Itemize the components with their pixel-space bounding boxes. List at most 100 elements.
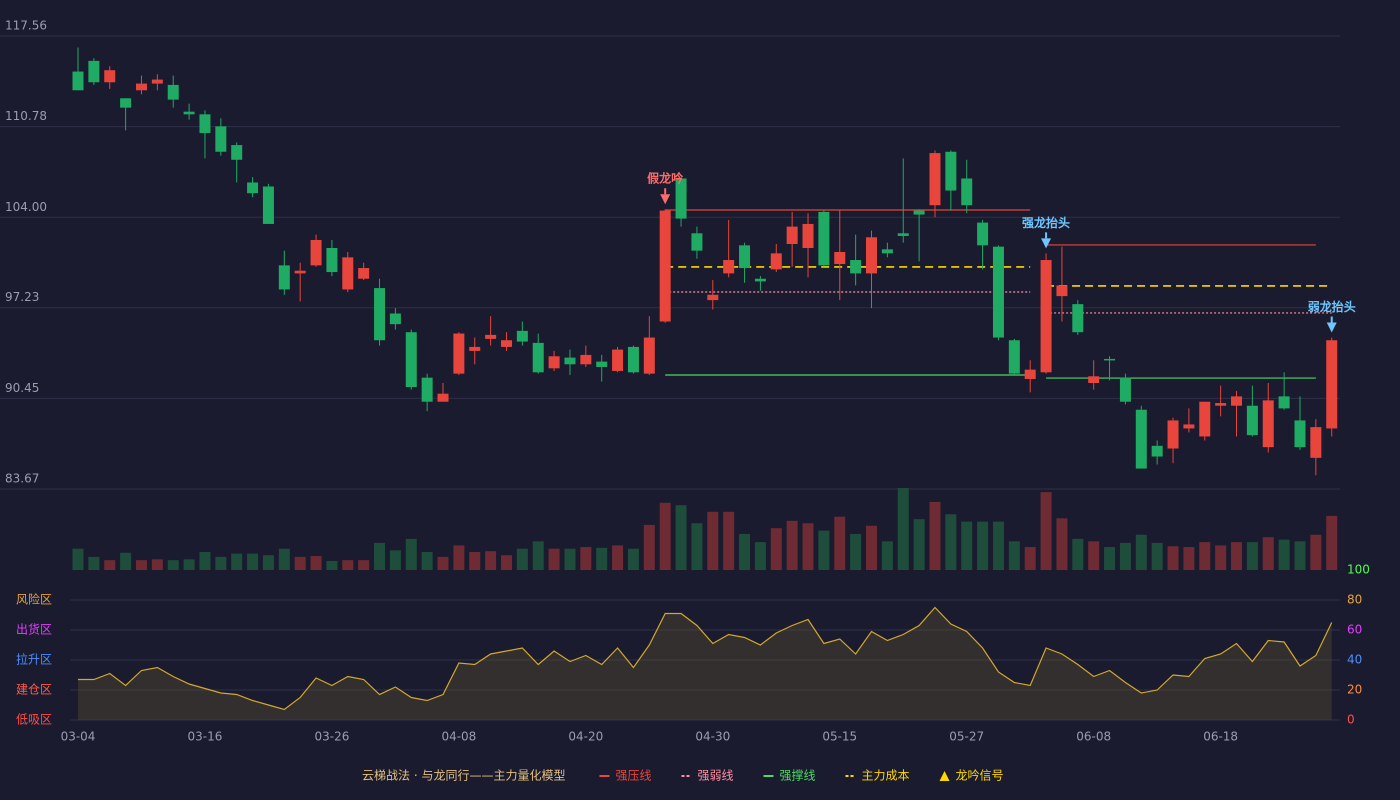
candle-body — [754, 278, 766, 282]
candle-body — [1246, 405, 1258, 436]
candle-body — [231, 145, 243, 160]
signal-arrow — [1326, 322, 1337, 333]
volume-bar — [1294, 541, 1306, 570]
candle-body — [1088, 376, 1100, 384]
x-tick-label: 05-27 — [949, 730, 984, 744]
volume-bar — [834, 516, 846, 570]
candle-body — [104, 70, 116, 83]
candle-body — [770, 253, 782, 270]
volume-bar — [326, 560, 338, 570]
volume-bar — [945, 514, 957, 570]
candle-body — [532, 342, 544, 373]
volume-bar — [231, 553, 243, 570]
volume-bar — [1326, 515, 1338, 570]
candle-body — [691, 233, 703, 251]
x-tick-label: 06-08 — [1076, 730, 1111, 744]
candle-body — [723, 260, 735, 274]
x-tick-label: 04-08 — [441, 730, 476, 744]
candle-body — [183, 111, 195, 115]
volume-bar — [961, 521, 973, 570]
volume-bar — [120, 552, 132, 570]
volume-bar — [1088, 541, 1100, 570]
candle-body — [485, 334, 497, 339]
volume-bar — [500, 555, 512, 570]
x-tick-label: 03-26 — [314, 730, 349, 744]
volume-bar — [929, 501, 941, 570]
volume-bar — [881, 541, 893, 570]
candle-body — [151, 79, 163, 84]
volume-bar — [659, 502, 671, 570]
x-tick-label: 04-30 — [695, 730, 730, 744]
candle-body — [358, 268, 370, 279]
signal-label: 弱龙抬头 — [1308, 299, 1356, 314]
legend-label: 主力成本 — [862, 769, 910, 783]
candle-body — [739, 245, 751, 269]
x-tick-label: 06-18 — [1203, 730, 1238, 744]
volume-bar — [310, 556, 322, 570]
candle-body — [1104, 358, 1116, 361]
volume-bar — [1199, 542, 1211, 570]
volume-bar — [485, 551, 497, 570]
candle-body — [659, 210, 671, 322]
x-tick-label: 03-04 — [61, 730, 96, 744]
volume-bar — [167, 560, 179, 570]
candle-body — [167, 84, 179, 100]
y-tick-label: 90.45 — [5, 381, 39, 395]
candle-body — [675, 178, 687, 219]
candle-body — [215, 126, 227, 152]
volume-bar — [977, 521, 989, 570]
volume-bar — [770, 528, 782, 570]
volume-bar — [389, 550, 401, 570]
x-tick-label: 03-16 — [188, 730, 223, 744]
candle-body — [247, 182, 259, 194]
legend-label: 强压线 — [615, 769, 651, 783]
volume-bar — [405, 538, 417, 570]
legend-swatch — [939, 771, 950, 781]
candle-body — [326, 247, 338, 273]
volume-bar — [643, 524, 655, 570]
candle-body — [977, 222, 989, 246]
legend-label: 强撑线 — [779, 768, 815, 783]
signal-label: 强龙抬头 — [1022, 215, 1070, 230]
volume-bar — [1119, 542, 1131, 570]
legend-title: 云梯战法 · 与龙同行——主力量化模型 — [362, 769, 565, 783]
volume-bar — [612, 545, 624, 570]
volume-bar — [374, 542, 386, 570]
volume-bar — [723, 511, 735, 570]
candle-body — [1056, 285, 1068, 297]
candle-body — [866, 237, 877, 274]
volume-bar — [691, 523, 703, 570]
candle-body — [1294, 420, 1306, 448]
candle-body — [786, 226, 798, 244]
candle-body — [818, 211, 830, 266]
volume-bar — [596, 547, 608, 570]
volume-bar — [1215, 545, 1227, 570]
candle-body — [1040, 260, 1052, 373]
candle-body — [580, 354, 592, 365]
signal-label: 假龙吟 — [647, 171, 683, 186]
signal-arrow — [1041, 238, 1052, 249]
volume-bar — [1135, 534, 1147, 570]
candle-body — [1278, 396, 1290, 409]
volume-bar — [1278, 539, 1290, 570]
candle-body — [802, 223, 814, 248]
candle-body — [1183, 424, 1195, 429]
volume-bar — [1310, 534, 1322, 570]
legend-label: 强弱线 — [697, 769, 733, 783]
candle-body — [1119, 377, 1131, 402]
volume-bar — [850, 533, 862, 570]
volume-bar — [675, 505, 687, 570]
candle-body — [913, 210, 925, 215]
volume-bar — [532, 541, 544, 570]
volume-bar — [358, 560, 370, 570]
candle-body — [945, 151, 957, 191]
osc-tick-label: 40 — [1347, 653, 1362, 667]
volume-bar — [707, 511, 719, 570]
candle-body — [612, 349, 624, 371]
volume-bar — [1151, 542, 1163, 570]
x-tick-label: 04-20 — [568, 730, 603, 744]
candle-body — [1135, 409, 1147, 469]
volume-bar — [262, 555, 274, 570]
